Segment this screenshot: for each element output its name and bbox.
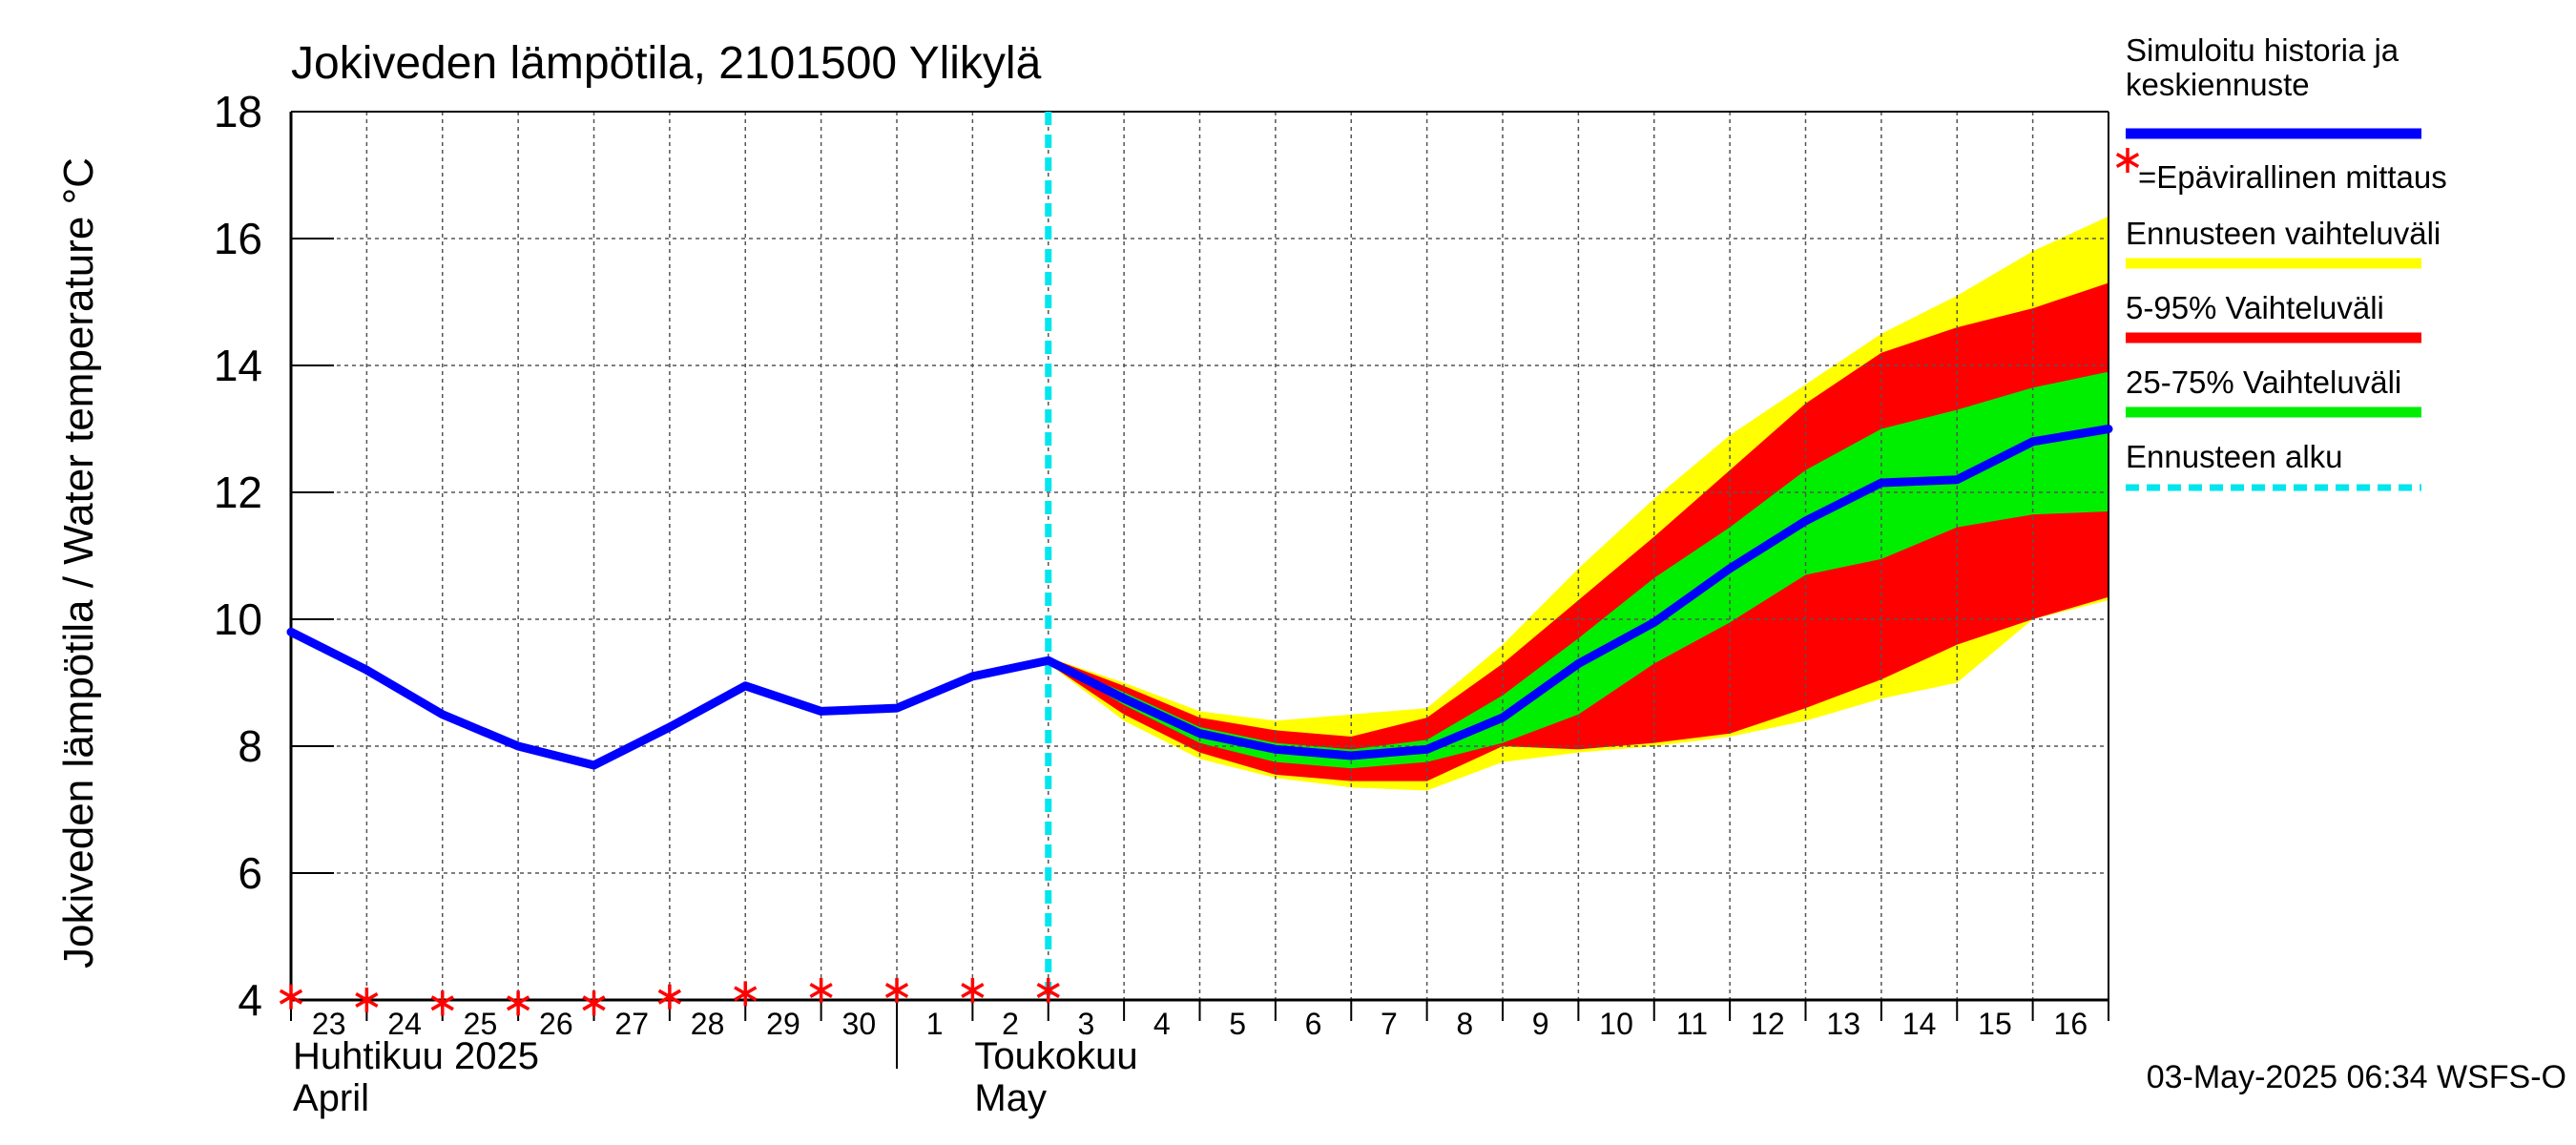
- footer-timestamp: 03-May-2025 06:34 WSFS-O: [2147, 1059, 2566, 1095]
- x-tick-labels: 23 24 25 26 27 28 29 30 1 2 3 4 5 6 7 8 9 10 11 12 13 14 15 16: [312, 1007, 2088, 1041]
- x-tick-label: 28: [691, 1007, 725, 1041]
- x-tick-label: 9: [1532, 1007, 1549, 1041]
- month-label-en: April: [293, 1077, 369, 1119]
- x-tick-label: 23: [312, 1007, 346, 1041]
- x-tick-label: 10: [1599, 1007, 1633, 1041]
- star-stroke: [2115, 152, 2140, 169]
- chart-title: Jokiveden lämpötila, 2101500 Ylikylä: [291, 38, 1042, 89]
- x-tick-label: 11: [1676, 1007, 1708, 1041]
- legend-star-swatch: [2115, 148, 2140, 173]
- y-tick-label: 6: [238, 848, 262, 898]
- star-stroke: [1036, 983, 1060, 999]
- invalid-measurement-star: [506, 990, 530, 1016]
- x-tick-label: 4: [1153, 1007, 1171, 1041]
- x-tick-label: 8: [1456, 1007, 1473, 1041]
- y-tick-label: 18: [214, 87, 262, 136]
- band-25-75: [1048, 371, 2109, 769]
- legend-label: keskiennuste: [2126, 67, 2310, 102]
- x-tick-label: 27: [614, 1007, 649, 1041]
- x-tick-label: 12: [1751, 1007, 1785, 1041]
- month-label-en: May: [974, 1077, 1047, 1119]
- invalid-measurement-star: [430, 990, 454, 1016]
- invalid-measurement-star: [582, 990, 606, 1016]
- y-tick-label: 4: [238, 975, 262, 1025]
- x-tick-label: 25: [464, 1007, 498, 1041]
- invalid-measurement-star: [884, 978, 909, 1004]
- grid-lines: [291, 112, 2109, 1000]
- legend-label: 25-75% Vaihteluväli: [2126, 364, 2401, 400]
- star-stroke: [279, 989, 303, 1005]
- y-tick-label: 12: [214, 468, 262, 517]
- star-stroke: [809, 983, 833, 999]
- star-stroke: [430, 995, 454, 1011]
- y-tick-label: 14: [214, 341, 262, 390]
- x-tick-label: 3: [1078, 1007, 1095, 1041]
- invalid-measurement-star: [961, 978, 985, 1004]
- x-tick-label: 16: [2054, 1007, 2088, 1041]
- y-tick-label: 16: [214, 214, 262, 263]
- star-stroke: [582, 995, 606, 1011]
- x-tick-label: 13: [1826, 1007, 1860, 1041]
- y-tick-labels: 4 6 8 10 12 14 16 18: [214, 87, 262, 1025]
- invalid-measurement-star: [279, 984, 303, 1010]
- month-label: Toukokuu: [974, 1035, 1137, 1077]
- forecast-bands: [1048, 216, 2109, 791]
- y-axis-label: Jokiveden lämpötila / Water temperature …: [55, 157, 102, 968]
- x-tick-label: 26: [539, 1007, 573, 1041]
- x-tick-label: 24: [387, 1007, 422, 1041]
- star-stroke: [657, 989, 682, 1005]
- x-tick-label: 2: [1002, 1007, 1019, 1041]
- legend-label: =Epävirallinen mittaus: [2138, 159, 2447, 195]
- y-tick-label: 8: [238, 721, 262, 771]
- x-tick-label: 14: [1902, 1007, 1937, 1041]
- invalid-measurement-star: [355, 988, 379, 1012]
- invalid-measurement-star: [734, 981, 758, 1007]
- invalid-measurement-star: [657, 984, 682, 1010]
- y-tick-label: 10: [214, 594, 262, 644]
- invalid-measurement-star: [1036, 978, 1060, 1004]
- legend-label: Ennusteen alku: [2126, 439, 2343, 474]
- x-tick-label: 15: [1978, 1007, 2012, 1041]
- invalid-measurement-star: [809, 978, 833, 1004]
- legend-label: 5-95% Vaihteluväli: [2126, 290, 2384, 325]
- x-tick-label: 30: [842, 1007, 877, 1041]
- median-line: [286, 425, 2113, 770]
- star-stroke: [961, 983, 985, 999]
- star-stroke: [734, 986, 758, 1002]
- star-stroke: [355, 991, 379, 1009]
- band-5-95: [1048, 282, 2109, 781]
- x-tick-label: 29: [766, 1007, 800, 1041]
- x-tick-label: 1: [926, 1007, 944, 1041]
- month-label: Huhtikuu 2025: [293, 1035, 539, 1077]
- invalid-measurement-markers: [279, 978, 1060, 1016]
- star-stroke: [506, 995, 530, 1011]
- legend-label: Ennusteen vaihteluväli: [2126, 216, 2441, 251]
- x-tick-label: 6: [1305, 1007, 1322, 1041]
- series-lines: [286, 112, 2113, 1000]
- x-tick-label: 5: [1229, 1007, 1246, 1041]
- star-stroke: [884, 983, 909, 999]
- legend-label: Simuloitu historia ja: [2126, 32, 2399, 68]
- x-tick-label: 7: [1381, 1007, 1398, 1041]
